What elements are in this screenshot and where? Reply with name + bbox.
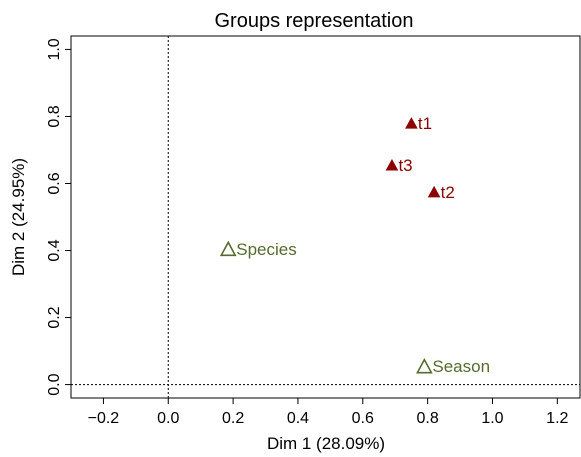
point-marker-t1: [405, 117, 418, 129]
x-axis-label: Dim 1 (28.09%): [267, 434, 385, 453]
y-tick-label: 1.0: [46, 38, 63, 60]
x-tick-label: 1.2: [546, 410, 568, 427]
y-axis: 0.0 0.2 0.4 0.6 0.8 1.0: [46, 38, 71, 396]
point-label-season: Season: [432, 357, 490, 376]
point-marker-species: [219, 240, 237, 257]
y-tick-label: 0.8: [46, 105, 63, 127]
x-tick-label: 0.2: [222, 410, 244, 427]
x-tick-label: 0.6: [352, 410, 374, 427]
point-label-t3: t3: [398, 156, 412, 175]
point-marker-t3: [385, 159, 399, 171]
x-axis: −0.2 0.0 0.2 0.4 0.6 0.8 1.0 1.2: [88, 398, 569, 427]
point-label-species: Species: [236, 240, 296, 259]
y-tick-label: 0.6: [46, 172, 63, 194]
point-marker-season: [416, 357, 433, 374]
y-tick-label: 0.0: [46, 373, 63, 395]
points-layer: t1 t3 t2 Species Season: [219, 114, 490, 376]
y-tick-label: 0.4: [46, 239, 63, 261]
x-tick-label: 0.8: [416, 410, 438, 427]
point-label-t1: t1: [418, 114, 432, 133]
x-tick-label: 1.0: [481, 410, 503, 427]
point-label-t2: t2: [441, 183, 455, 202]
y-axis-label: Dim 2 (24.95%): [9, 158, 28, 276]
x-tick-label: 0.4: [287, 410, 309, 427]
y-tick-label: 0.2: [46, 306, 63, 328]
x-tick-label: −0.2: [88, 410, 120, 427]
reference-lines: [71, 36, 580, 398]
point-marker-t2: [427, 185, 441, 198]
x-tick-label: 0.0: [157, 410, 179, 427]
chart-title: Groups representation: [214, 10, 413, 32]
plot-frame: [70, 35, 581, 399]
